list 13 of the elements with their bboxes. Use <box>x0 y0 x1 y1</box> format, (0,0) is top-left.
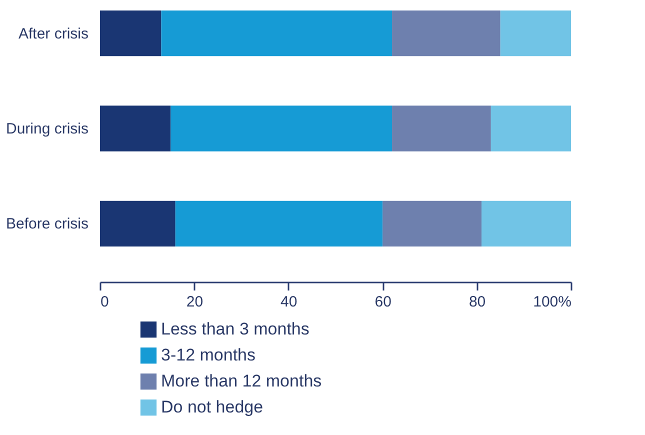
y-tick-label: During crisis <box>6 120 88 138</box>
x-tick-label: 80 <box>468 294 486 310</box>
x-tick-label: 100% <box>533 294 572 310</box>
x-tick-label: 20 <box>186 294 204 310</box>
legend-label: 3-12 months <box>161 346 256 364</box>
legend-label: More than 12 months <box>161 372 322 390</box>
y-tick-label: After crisis <box>18 25 88 42</box>
x-tick-label: 40 <box>280 294 298 310</box>
legend-label: Less than 3 months <box>161 320 310 338</box>
legend-label: Do not hedge <box>161 398 264 416</box>
x-tick-label: 0 <box>100 294 109 310</box>
x-tick-label: 60 <box>374 294 392 310</box>
y-tick-label: Before crisis <box>6 216 88 233</box>
